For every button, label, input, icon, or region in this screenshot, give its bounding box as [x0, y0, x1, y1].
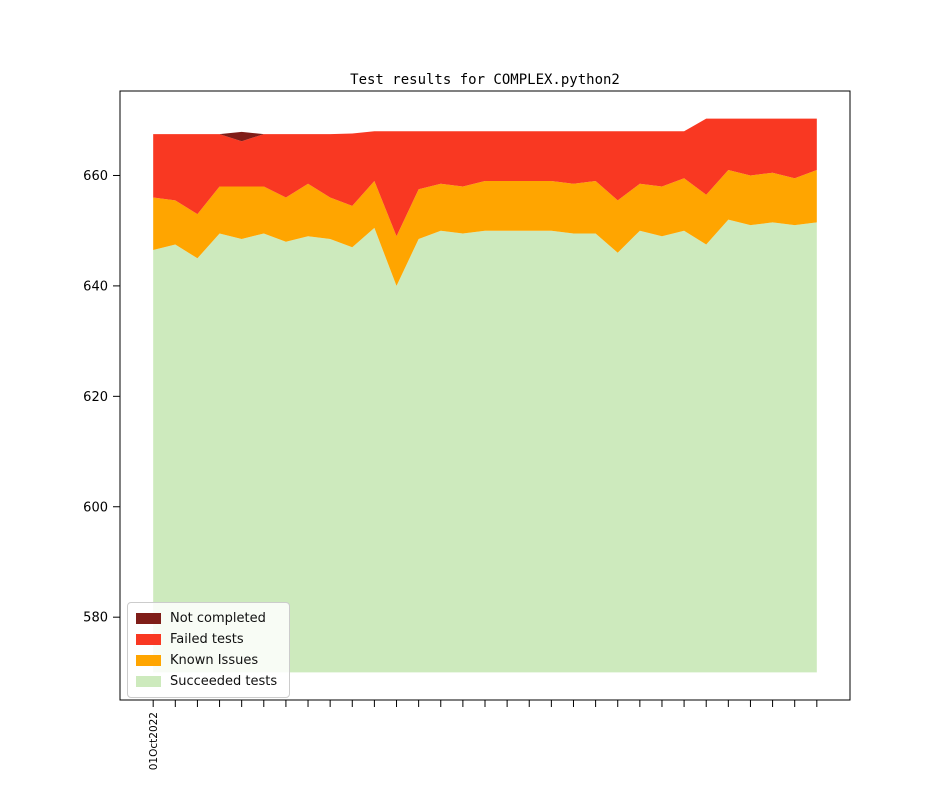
legend-swatch-not-completed	[136, 613, 161, 624]
y-tick-label: 600	[83, 500, 108, 515]
legend-item-not-completed: Not completed	[136, 608, 281, 629]
chart-title: Test results for COMPLEX.python2	[350, 72, 620, 88]
legend-swatch-failed-tests	[136, 634, 161, 645]
y-tick-label: 660	[83, 169, 108, 184]
y-tick-label: 580	[83, 611, 108, 626]
legend-label: Succeeded tests	[170, 674, 278, 689]
legend-item-known-issues: Known Issues	[136, 650, 281, 671]
legend-swatch-known-issues	[136, 655, 161, 666]
legend-label: Known Issues	[170, 653, 259, 668]
legend-item-succeeded-tests: Succeeded tests	[136, 671, 281, 692]
legend-label: Failed tests	[170, 632, 244, 647]
x-tick-label: 01Oct2022	[148, 712, 160, 770]
y-tick-label: 640	[83, 279, 108, 294]
legend: Not completed Failed tests Known Issues …	[127, 602, 290, 698]
legend-item-failed-tests: Failed tests	[136, 629, 281, 650]
area-known-issues	[153, 169, 817, 286]
y-tick-label: 620	[83, 390, 108, 405]
legend-label: Not completed	[170, 611, 266, 626]
area-failed-tests	[153, 118, 817, 237]
area-succeeded-tests	[153, 219, 817, 673]
legend-swatch-succeeded-tests	[136, 676, 161, 687]
